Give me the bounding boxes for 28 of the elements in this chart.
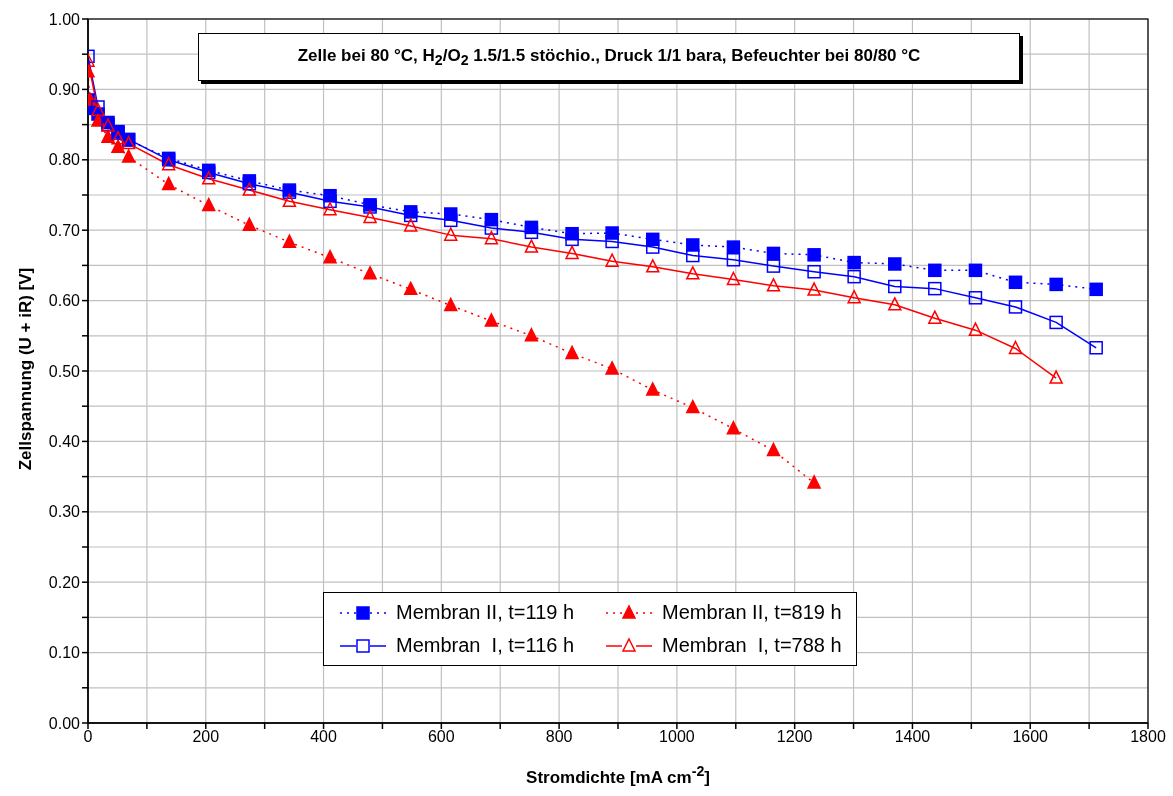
legend-label: Membran II, t=119 h bbox=[396, 601, 575, 624]
y-tick-label: 0.90 bbox=[48, 81, 81, 99]
y-tick-label: 1.00 bbox=[48, 10, 81, 28]
x-axis-title: Stromdichte [mA cm$^{-2}$] bbox=[525, 763, 711, 788]
y-tick-label: 0.50 bbox=[48, 362, 81, 380]
y-tick-label: 0.10 bbox=[48, 644, 81, 662]
y-axis-title: Zellspannung (U + iR) [V] bbox=[16, 266, 36, 473]
x-tick-label: 0 bbox=[83, 728, 93, 746]
legend-label: Membran I, t=116 h bbox=[396, 634, 575, 657]
x-tick-label: 1400 bbox=[894, 728, 931, 746]
x-tick-label: 200 bbox=[192, 728, 220, 746]
legend-label: Membran I, t=788 h bbox=[662, 634, 842, 657]
x-tick-label: 1000 bbox=[659, 728, 695, 746]
x-tick-label: 1600 bbox=[1012, 728, 1049, 746]
y-tick-label: 0.40 bbox=[48, 433, 81, 451]
x-tick-label: 1200 bbox=[776, 728, 813, 746]
text-box: Zelle bei 80 °C, H$_{2}$/O$_{2}$ 1.5/1.5 stöchio., Druck 1/1 bara, Befeuchter bei 80/80 °C bbox=[198, 33, 1020, 82]
x-tick-label: 800 bbox=[545, 728, 573, 746]
y-tick-label: 0.70 bbox=[48, 221, 81, 239]
x-tick-label: 400 bbox=[310, 728, 337, 746]
y-tick-label: 0.30 bbox=[48, 503, 81, 521]
y-tick-label: 0.60 bbox=[48, 292, 81, 310]
y-tick-label: 0.00 bbox=[48, 714, 81, 732]
y-tick-label: 0.20 bbox=[48, 573, 81, 591]
x-tick-label: 1800 bbox=[1130, 728, 1166, 746]
legend-label: Membran II, t=819 h bbox=[662, 601, 842, 624]
y-tick-label: 0.80 bbox=[48, 151, 81, 169]
x-tick-label: 600 bbox=[427, 728, 455, 746]
